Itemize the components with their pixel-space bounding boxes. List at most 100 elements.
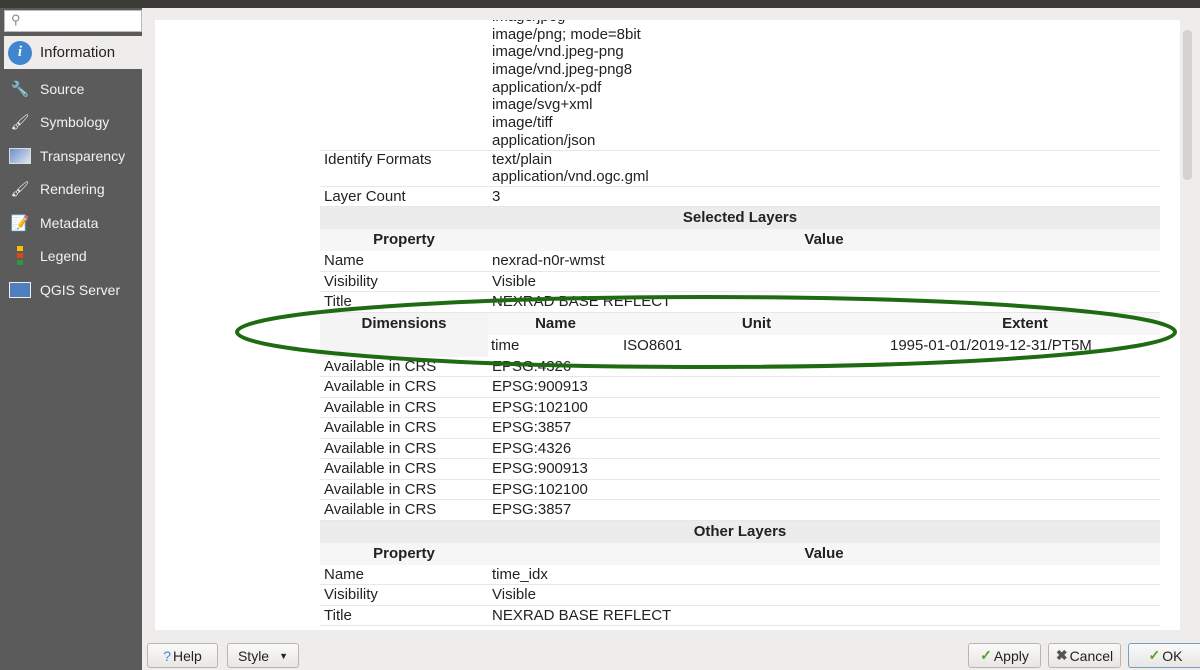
dimensions-table: Name Unit Extent time ISO8601 1995-01-01/201… [488, 312, 1160, 357]
other-layers-header: Other Layers [320, 520, 1160, 543]
check-icon: ✓ [1148, 647, 1161, 663]
crs-row: Available in CRS EPSG:102100 [320, 398, 1160, 419]
value: 3 [492, 187, 501, 205]
sidebar-item-transparency[interactable]: Transparency [4, 139, 142, 172]
layer-count-row: Layer Count 3 [320, 187, 1160, 208]
label: Available in CRS [324, 357, 437, 375]
cell: time [491, 336, 520, 354]
selected-layers-header: Selected Layers [320, 207, 1160, 230]
sidebar-item-label: Information [40, 44, 116, 61]
label: Title [324, 606, 352, 624]
property-header: Property Value [320, 229, 1160, 252]
value: EPSG:3857 [492, 419, 572, 437]
label: Available in CRS [324, 460, 437, 478]
crs-row: Available in CRS EPSG:4326 [320, 357, 1160, 378]
sidebar-item-information[interactable]: i Information [4, 36, 142, 69]
format-value: image/vnd.jpeg-png8 [492, 61, 633, 79]
sidebar-item-source[interactable]: 🔧 Source [4, 72, 142, 105]
value: NEXRAD BASE REFLECT [492, 293, 672, 311]
value: text/plain [492, 150, 553, 168]
document-pencil-icon: 📝 [10, 214, 30, 232]
help-icon: ? [163, 647, 171, 664]
label: Value [804, 231, 844, 249]
vertical-scrollbar[interactable] [1180, 20, 1195, 630]
sidebar-item-label: Rendering [40, 180, 105, 197]
sidebar-item-metadata[interactable]: 📝 Metadata [4, 206, 142, 239]
label: Help [173, 647, 202, 664]
scrollbar-thumb[interactable] [1183, 30, 1192, 180]
label: Available in CRS [324, 398, 437, 416]
sidebar-item-label: Symbology [40, 113, 110, 130]
label: OK [1162, 647, 1183, 664]
search-icon: ⚲ [11, 12, 21, 27]
format-value: image/vnd.jpeg-png [492, 43, 624, 61]
sidebar-item-legend[interactable]: Legend [4, 239, 142, 272]
title-bar [0, 0, 1200, 8]
sidebar-item-label: Metadata [40, 214, 99, 231]
identify-formats-row: Identify Formats text/plain application/vn… [320, 151, 1160, 187]
cell: ISO8601 [623, 336, 683, 354]
crs-row: Available in CRS EPSG:3857 [320, 418, 1160, 439]
label: Apply [993, 647, 1029, 664]
sidebar-item-label: Source [40, 80, 85, 97]
help-button[interactable]: ? Help [147, 643, 218, 668]
label: Property [373, 231, 435, 249]
value: EPSG:4326 [492, 357, 572, 375]
dimensions-row: Dimensions Name Unit Extent time ISO8601 199… [320, 312, 1160, 357]
sidebar-item-label: Legend [40, 247, 87, 264]
label: Available in CRS [324, 378, 437, 396]
name-row: Name time_idx [320, 565, 1160, 586]
info-icon: i [8, 40, 32, 65]
paintbrush-colors-icon: 🖌 [10, 113, 30, 131]
crs-row: Available in CRS EPSG:4326 [320, 439, 1160, 460]
sidebar-item-qgis-server[interactable]: QGIS Server [4, 273, 142, 306]
format-value: image/svg+xml [492, 96, 593, 114]
label: Value [804, 544, 844, 562]
layer-info-table: image/jpegimage/png; mode=8bitimage/vnd.… [320, 20, 1160, 627]
style-dropdown[interactable]: Style ▼ [227, 643, 299, 668]
visibility-row: Visibility Visible [320, 272, 1160, 293]
apply-button[interactable]: ✓ Apply [968, 643, 1041, 668]
chevron-down-icon: ▼ [279, 650, 289, 661]
value: EPSG:3857 [492, 501, 572, 519]
format-value: application/x-pdf [492, 78, 602, 96]
transparency-icon [8, 145, 32, 167]
value: EPSG:900913 [492, 378, 588, 396]
search-input[interactable]: ⚲ [4, 10, 142, 32]
label: Available in CRS [324, 501, 437, 519]
label: Dimensions [361, 314, 447, 332]
label: Layer Count [324, 187, 406, 205]
information-panel: image/jpegimage/png; mode=8bitimage/vnd.… [155, 20, 1180, 630]
name-row: Name nexrad-n0r-wmst [320, 251, 1160, 272]
sidebar: ⚲ i Information 🔧 Source 🖌 Symbology Transp… [0, 8, 142, 670]
sidebar-item-rendering[interactable]: 🖌 Rendering [4, 172, 142, 205]
x-icon: ✖ [1055, 647, 1068, 663]
format-value: application/json [492, 131, 596, 149]
value: nexrad-n0r-wmst [492, 252, 605, 270]
label: Title [324, 293, 352, 311]
format-value: image/png; mode=8bit [492, 25, 641, 43]
server-map-icon [8, 279, 32, 301]
formats-row: image/jpegimage/png; mode=8bitimage/vnd.… [320, 20, 1160, 151]
title-row: Title NEXRAD BASE REFLECT [320, 606, 1160, 627]
cancel-button[interactable]: ✖ Cancel [1048, 643, 1121, 668]
property-header: Property Value [320, 542, 1160, 565]
legend-icon [8, 245, 32, 267]
label: Name [324, 565, 365, 583]
crs-row: Available in CRS EPSG:900913 [320, 459, 1160, 480]
col-header: Unit [741, 314, 772, 332]
brush-icon: 🖌 [10, 180, 30, 198]
value: EPSG:102100 [492, 480, 588, 498]
label: Style [237, 647, 270, 664]
label: Property [373, 544, 435, 562]
label: Identify Formats [324, 150, 432, 168]
col-header: Name [535, 314, 576, 332]
value: NEXRAD BASE REFLECT [492, 606, 672, 624]
crs-row: Available in CRS EPSG:900913 [320, 377, 1160, 398]
sidebar-item-symbology[interactable]: 🖌 Symbology [4, 105, 142, 138]
value: EPSG:4326 [492, 439, 572, 457]
format-value: image/tiff [492, 114, 553, 132]
value: Visible [492, 272, 536, 290]
ok-button[interactable]: ✓ OK [1128, 643, 1200, 668]
title-row: Title NEXRAD BASE REFLECT [320, 292, 1160, 313]
